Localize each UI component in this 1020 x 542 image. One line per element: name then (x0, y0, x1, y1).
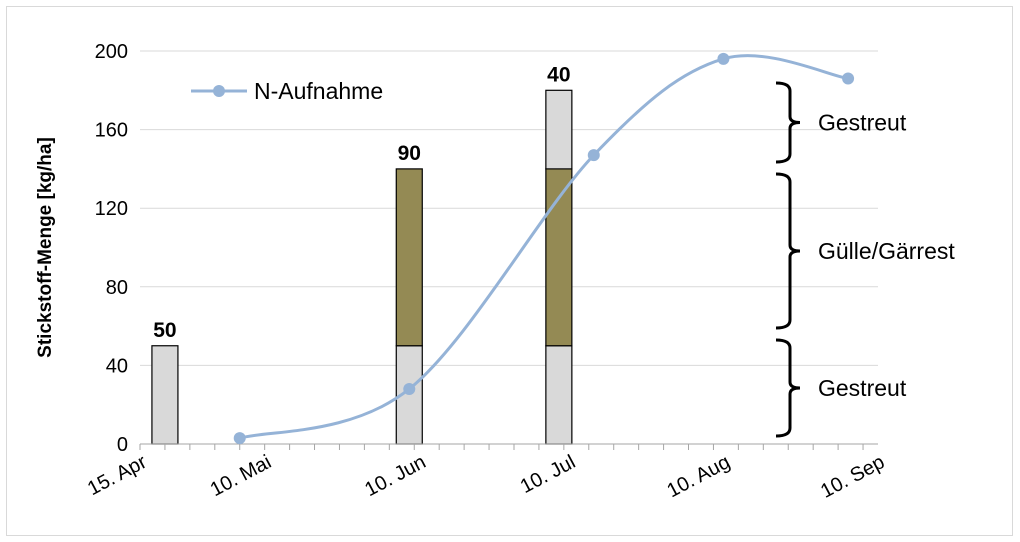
n-aufnahme-point (717, 52, 730, 65)
legend-marker (213, 85, 225, 97)
annotations: Gestreut Gülle/Gärrest Gestreut (775, 81, 955, 438)
n-aufnahme-line (239, 54, 849, 440)
gridlines (140, 50, 878, 366)
x-tick-label: 10. Aug (664, 451, 734, 502)
chart-frame (6, 6, 1013, 536)
bar-data-label: 40 (547, 63, 570, 86)
n-aufnahme-point (403, 382, 416, 395)
y-tick-label: 120 (95, 198, 128, 220)
annotation-brace (775, 172, 801, 330)
annotation-label: Gülle/Gärrest (818, 238, 955, 264)
n-aufnahme-series (233, 52, 855, 445)
y-axis-title: Stickstoff-Menge [kg/ha] (35, 137, 56, 358)
annotation-label: Gestreut (818, 110, 907, 136)
n-aufnahme-point (842, 72, 855, 85)
bars (151, 89, 573, 445)
y-tick-label: 80 (106, 277, 128, 299)
annotation-brace (775, 81, 801, 164)
n-aufnahme-point (587, 149, 600, 162)
bar-data-label: 50 (153, 319, 176, 342)
annotation-label: Gestreut (818, 375, 907, 401)
x-tick-label: 10. Sep (817, 451, 888, 503)
x-tick-label: 15. Apr (84, 451, 151, 500)
x-tick-label: 10. Jul (517, 451, 579, 498)
x-tick-label: 10. Mai (207, 451, 275, 501)
legend: N-Aufnahme (191, 78, 383, 104)
bar-segment-gestreut (151, 345, 179, 445)
x-tick-label: 10. Jun (361, 451, 429, 501)
annotation-brace (775, 338, 801, 438)
labels: 50 90 40 (153, 63, 570, 341)
bar-segment-guelle (395, 168, 423, 347)
n-aufnahme-point (233, 432, 246, 445)
y-tick-label: 0 (117, 434, 128, 456)
bar-segment-gestreut (545, 345, 573, 445)
bar-segment-gestreut (545, 89, 573, 170)
y-tick-label: 200 (95, 41, 128, 63)
y-tick-label: 40 (106, 355, 128, 377)
legend-label: N-Aufnahme (254, 78, 383, 104)
bar-data-label: 90 (398, 142, 421, 165)
y-tick-label: 160 (95, 120, 128, 142)
